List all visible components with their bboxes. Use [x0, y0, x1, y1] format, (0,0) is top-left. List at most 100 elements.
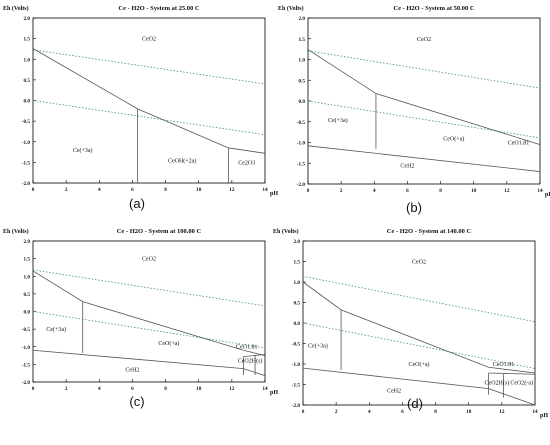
- x-tick-label: 2: [335, 409, 338, 415]
- y-tick-label: 1.0: [294, 280, 301, 286]
- y-tick-label: 2.0: [24, 239, 31, 245]
- phase-boundary: [32, 349, 266, 377]
- y-tick-label: 1.0: [24, 57, 31, 63]
- water-stability-line: [32, 311, 266, 349]
- y-axis-label: Eh (Volts): [273, 228, 299, 235]
- x-tick-label: 12: [504, 188, 510, 194]
- y-tick-label: 1.0: [24, 274, 31, 280]
- panel-d: Ce - H2O - System at 140.00 C Eh (Volts) p…: [273, 228, 548, 419]
- y-tick-label: 1.0: [299, 58, 306, 64]
- water-stability-line: [32, 269, 266, 307]
- y-tick-label: 2.0: [299, 16, 306, 22]
- x-tick-label: 4: [373, 188, 376, 194]
- y-tick-label: 0.0: [299, 99, 306, 105]
- region-label: CeO2(-a): [510, 380, 533, 387]
- region-label: CeO2: [142, 37, 156, 43]
- region-label: Ce(+3a): [328, 117, 348, 124]
- x-axis-label: pH: [545, 192, 550, 198]
- phase-boundary: [302, 281, 536, 374]
- y-tick-label: -0.5: [292, 342, 301, 348]
- y-tick-label: -1.5: [22, 362, 31, 368]
- x-tick-label: 10: [196, 187, 202, 193]
- y-tick-label: -1.0: [297, 141, 306, 147]
- y-tick-label: 1.5: [24, 257, 31, 263]
- panel-title: Ce - H2O - System at 100.00 C: [117, 228, 202, 235]
- region-label: CeH2: [400, 163, 414, 169]
- x-tick-label: 8: [164, 386, 167, 392]
- panel-c: Ce - H2O - System at 100.00 C Eh (Volts) p…: [3, 228, 278, 409]
- x-tick-label: 10: [466, 409, 472, 415]
- phase-boundary: [32, 270, 266, 356]
- x-tick-label: 8: [164, 187, 167, 193]
- region-label: CeH2: [387, 389, 401, 395]
- panel-caption: (a): [129, 196, 145, 211]
- region-label: CeO2H(s): [485, 380, 510, 387]
- region-label: Ce(+3a): [73, 147, 93, 154]
- y-tick-label: 1.5: [294, 260, 301, 266]
- x-tick-label: 0: [302, 409, 305, 415]
- water-stability-line: [32, 49, 266, 85]
- x-tick-label: 6: [131, 187, 134, 193]
- panel-caption: (d): [407, 396, 423, 411]
- region-label: CeO2H(s): [238, 358, 263, 365]
- y-tick-label: 1.5: [24, 37, 31, 43]
- x-tick-label: 14: [537, 188, 543, 194]
- x-tick-label: 2: [65, 187, 68, 193]
- x-axis-label: pH: [540, 413, 548, 419]
- phase-boundary: [243, 354, 266, 358]
- panel-b: Ce - H2O - System at 50.00 C Eh (Volts) pH…: [278, 5, 550, 215]
- region-label: Ce(+3a): [308, 343, 328, 350]
- y-tick-label: 0.0: [24, 310, 31, 316]
- x-tick-label: 14: [262, 386, 268, 392]
- panel-title: Ce - H2O - System at 50.00 C: [393, 5, 475, 12]
- region-label: CeO1.81: [493, 362, 515, 368]
- y-tick-label: -1.5: [22, 160, 31, 166]
- x-tick-label: 8: [434, 409, 437, 415]
- phase-boundary: [32, 48, 266, 154]
- y-tick-label: -1.0: [292, 362, 301, 368]
- y-tick-label: -2.0: [22, 380, 31, 386]
- x-tick-label: 12: [229, 187, 235, 193]
- region-label: Ce(+3a): [46, 326, 66, 333]
- region-label: CeH2: [125, 367, 139, 373]
- y-tick-label: 0.5: [299, 78, 306, 84]
- water-stability-line: [32, 100, 266, 136]
- panel-caption: (c): [129, 394, 144, 409]
- x-tick-label: 0: [32, 386, 35, 392]
- y-tick-label: -0.5: [22, 119, 31, 125]
- water-stability-line: [307, 50, 541, 89]
- panel-title: Ce - H2O - System at 140.00 C: [387, 228, 472, 235]
- y-tick-label: 0.5: [24, 292, 31, 298]
- y-axis-label: Eh (Volts): [3, 5, 29, 12]
- x-tick-label: 2: [65, 386, 68, 392]
- y-axis-label: Eh (Volts): [3, 228, 29, 235]
- region-label: CeO(+a): [408, 361, 429, 368]
- y-tick-label: 1.5: [299, 37, 306, 43]
- region-label: CeOH(+2a): [168, 157, 196, 164]
- plot-frame: [32, 17, 266, 184]
- x-tick-label: 10: [196, 386, 202, 392]
- water-stability-line: [307, 100, 541, 139]
- x-axis-label: pH: [270, 191, 278, 197]
- x-tick-label: 2: [340, 188, 343, 194]
- region-label: CeO(+a): [158, 340, 179, 347]
- region-label: Ce2O3: [238, 160, 255, 166]
- region-label: CeO1.81: [236, 345, 258, 351]
- y-tick-label: -2.0: [292, 403, 301, 409]
- y-tick-label: 2.0: [24, 16, 31, 22]
- x-axis-label: pH: [270, 390, 278, 396]
- x-tick-label: 14: [262, 187, 268, 193]
- x-tick-label: 4: [98, 187, 101, 193]
- y-tick-label: -2.0: [297, 182, 306, 188]
- x-tick-label: 8: [439, 188, 442, 194]
- region-label: CeO(+a): [443, 135, 464, 142]
- y-tick-label: -1.5: [292, 383, 301, 389]
- x-tick-label: 6: [131, 386, 134, 392]
- x-tick-label: 12: [499, 409, 505, 415]
- y-tick-label: -1.0: [22, 345, 31, 351]
- y-tick-label: 0.0: [24, 99, 31, 105]
- y-tick-label: -0.5: [22, 327, 31, 333]
- y-tick-label: 0.0: [294, 321, 301, 327]
